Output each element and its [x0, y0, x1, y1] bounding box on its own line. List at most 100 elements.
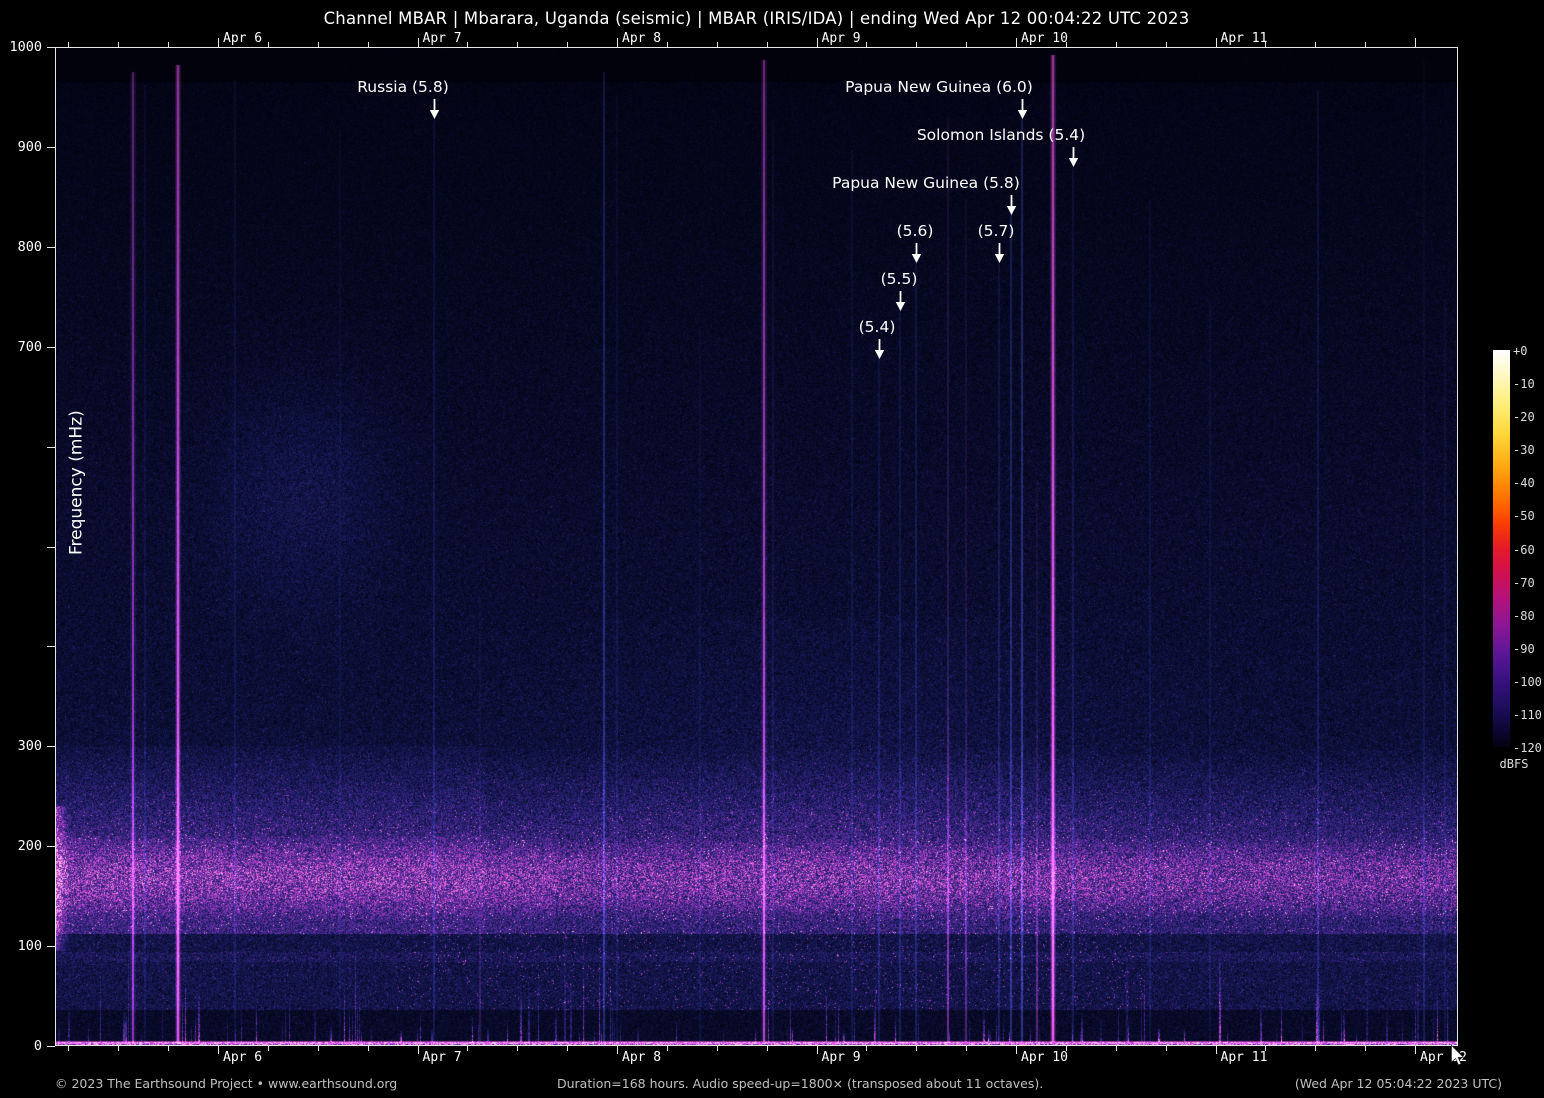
x-bottom-tick-label: Apr 11	[1220, 1050, 1268, 1065]
x-bottom-tick-label: Apr 10	[1021, 1050, 1068, 1065]
x-bottom-tick	[1415, 1046, 1416, 1054]
earthquake-annotation-label: Solomon Islands (5.4)	[916, 126, 1086, 144]
x-top-tick	[467, 42, 469, 47]
x-top-tick	[916, 42, 918, 47]
x-top-tick	[1165, 42, 1167, 47]
colorbar-tick-label: -20	[1513, 410, 1535, 425]
x-bottom-tick	[816, 1046, 818, 1054]
y-tick	[47, 346, 55, 348]
x-bottom-tick	[517, 1046, 519, 1051]
x-top-tick	[1265, 42, 1267, 47]
x-bottom-tick-label: Apr 8	[622, 1050, 662, 1065]
colorbar-tick-label: -70	[1513, 575, 1535, 590]
x-top-tick	[567, 42, 569, 47]
y-tick	[47, 546, 55, 548]
x-top-tick	[1115, 42, 1117, 47]
colorbar-title: dBFS	[1499, 757, 1529, 771]
x-top-tick	[617, 38, 618, 47]
colorbar-tick-label: -10	[1513, 377, 1535, 392]
x-top-tick-label: Apr 7	[422, 31, 462, 46]
annotation-arrow-icon	[895, 291, 906, 311]
annotation-arrow-icon	[1017, 99, 1028, 119]
colorbar-tick-label: -100	[1513, 674, 1542, 689]
y-tick-label: 300	[17, 738, 42, 755]
y-tick	[47, 946, 55, 948]
x-top-tick	[68, 42, 70, 47]
x-bottom-tick	[1215, 1046, 1217, 1054]
footer-timestamp: (Wed Apr 12 05:04:22 2023 UTC)	[1294, 1076, 1502, 1091]
y-tick	[47, 446, 55, 448]
x-bottom-tick	[1365, 1046, 1367, 1051]
x-top-tick	[267, 42, 269, 47]
x-bottom-tick	[218, 1046, 219, 1054]
footer-copyright: © 2023 The Earthsound Project • www.eart…	[55, 1076, 398, 1091]
earthquake-annotation-label: Papua New Guinea (5.8)	[832, 174, 1020, 192]
colorbar-tick-label: -80	[1513, 608, 1535, 623]
x-bottom-tick	[617, 1046, 618, 1054]
x-bottom-tick	[118, 1046, 120, 1051]
earthquake-annotation-label: (5.6)	[896, 222, 934, 240]
x-bottom-tick	[1115, 1046, 1117, 1051]
x-bottom-tick	[417, 1046, 419, 1054]
x-bottom-tick	[1315, 1046, 1317, 1051]
y-tick-label: 800	[17, 238, 42, 255]
x-top-tick	[766, 42, 768, 47]
annotation-arrow-icon	[1006, 195, 1017, 215]
colorbar-tick-label: -90	[1513, 641, 1535, 656]
x-top-tick	[1016, 38, 1017, 47]
x-top-tick	[666, 42, 668, 47]
annotation-arrow-icon	[874, 339, 885, 359]
y-tick-label: 100	[17, 938, 42, 955]
colorbar-tick-label: -40	[1513, 476, 1535, 491]
chart-title: Channel MBAR | Mbarara, Uganda (seismic)…	[323, 9, 1190, 28]
x-bottom-tick	[866, 1046, 868, 1051]
x-top-tick	[1365, 42, 1367, 47]
x-bottom-tick	[467, 1046, 469, 1051]
colorbar	[1493, 350, 1510, 747]
x-top-tick	[716, 42, 718, 47]
x-top-tick	[218, 38, 219, 47]
x-top-tick-label: Apr 8	[622, 31, 662, 46]
footer-duration: Duration=168 hours. Audio speed-up=1800×…	[557, 1076, 1044, 1091]
y-tick	[47, 1046, 55, 1047]
x-top-tick	[317, 42, 319, 47]
x-top-tick	[168, 42, 170, 47]
annotation-arrow-icon	[994, 243, 1005, 263]
x-bottom-tick-label: Apr 6	[223, 1050, 263, 1065]
x-bottom-tick	[317, 1046, 319, 1051]
x-bottom-tick	[1065, 1046, 1067, 1051]
y-tick-label: 1000	[9, 39, 42, 55]
x-top-tick	[118, 42, 120, 47]
x-top-tick	[1315, 42, 1317, 47]
annotation-arrow-icon	[1068, 147, 1079, 167]
colorbar-tick-label: -110	[1513, 707, 1542, 722]
x-bottom-tick-label: Apr 7	[422, 1050, 462, 1065]
mouse-cursor-icon	[1451, 1045, 1465, 1066]
x-bottom-tick	[666, 1046, 668, 1051]
earthquake-annotation-label: (5.4)	[858, 318, 896, 336]
x-top-tick	[517, 42, 519, 47]
x-bottom-tick	[966, 1046, 968, 1051]
colorbar-tick-label: -120	[1513, 741, 1542, 755]
y-tick-label: 200	[17, 838, 42, 855]
earthquake-annotation-label: (5.7)	[977, 222, 1015, 240]
x-bottom-tick	[168, 1046, 170, 1051]
x-top-tick	[1415, 38, 1416, 47]
annotation-arrow-icon	[429, 99, 440, 119]
colorbar-tick-label: +0	[1513, 344, 1528, 358]
y-tick	[47, 746, 55, 748]
x-top-tick	[417, 38, 419, 47]
x-top-tick	[866, 42, 868, 47]
x-bottom-tick	[916, 1046, 918, 1051]
colorbar-tick-label: -30	[1513, 443, 1535, 458]
y-tick	[47, 246, 55, 248]
x-bottom-tick	[567, 1046, 569, 1051]
x-top-tick-label: Apr 11	[1220, 31, 1268, 46]
earthquake-annotation-label: Papua New Guinea (6.0)	[845, 78, 1033, 96]
x-bottom-tick	[1265, 1046, 1267, 1051]
x-top-tick-label: Apr 6	[223, 31, 263, 46]
x-top-tick	[966, 42, 968, 47]
x-top-tick-label: Apr 9	[821, 31, 861, 46]
y-axis-title: Frequency (mHz)	[66, 410, 87, 555]
colorbar-tick-label: -50	[1513, 509, 1535, 524]
